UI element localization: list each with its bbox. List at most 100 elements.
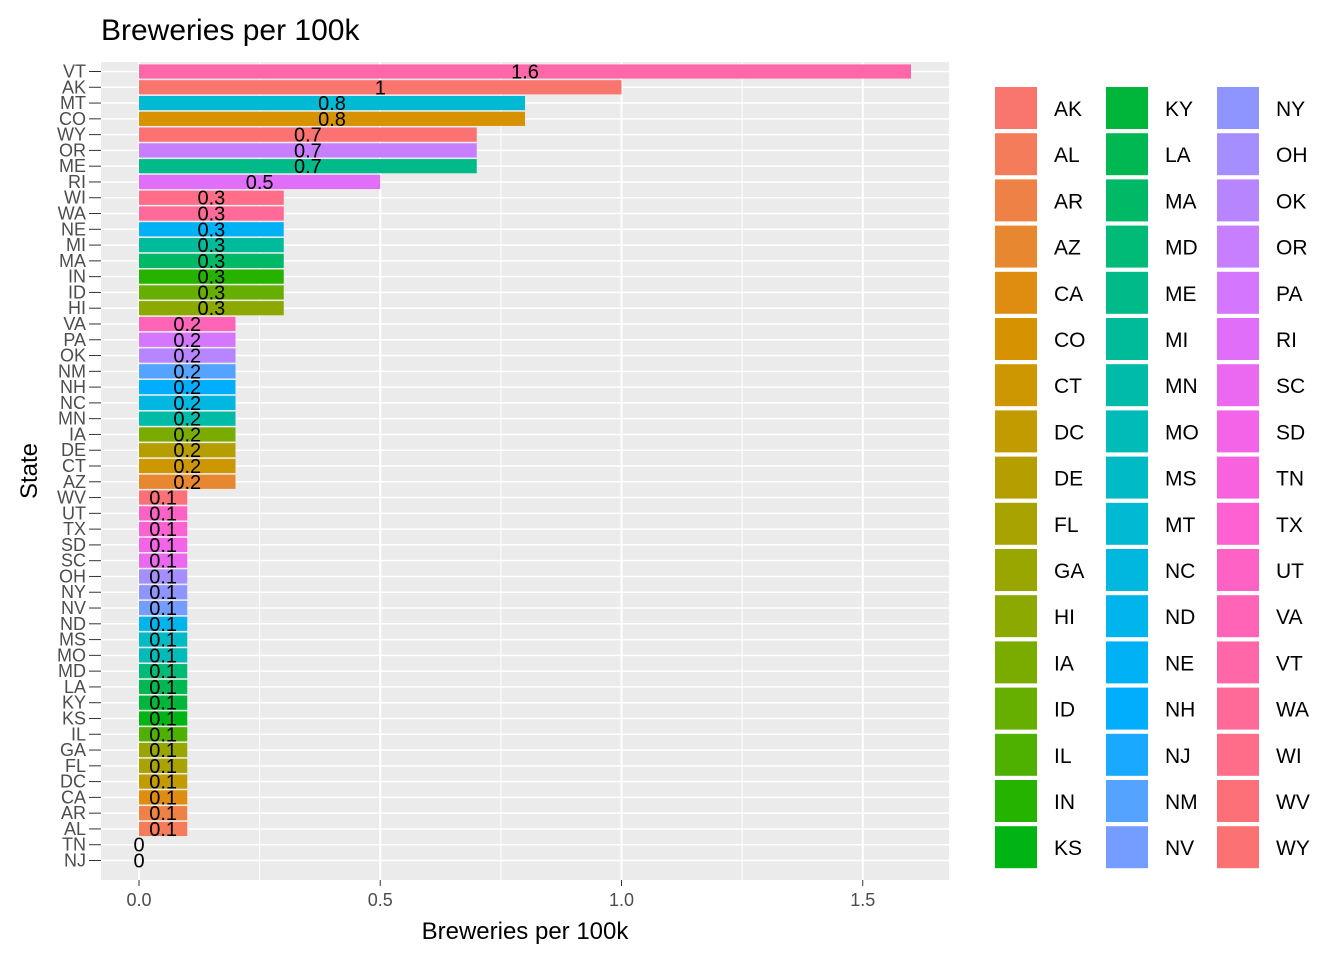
bar-nh [139, 380, 236, 395]
bar-wv [139, 490, 188, 505]
legend-label-ok: OK [1276, 190, 1306, 213]
y-tick-label-il: IL [71, 724, 86, 744]
legend-key-wa [1215, 685, 1261, 732]
legend-label-sd: SD [1276, 421, 1305, 444]
bar-ar [139, 806, 188, 821]
data-label-ak: 1 [375, 77, 386, 99]
legend-label-wy: WY [1276, 837, 1310, 860]
legend: AK AL AR AZ CA CO CT DC DE FL GA HI IA ID IL IN KS KY LA MA… [993, 85, 1310, 871]
legend-label-la: LA [1165, 144, 1191, 167]
data-label-ca: 0.1 [149, 787, 177, 809]
y-tick-label-sc: SC [61, 551, 86, 571]
legend-key-nd [1104, 593, 1150, 640]
legend-label-tn: TN [1276, 468, 1304, 491]
y-tick-label-ri: RI [68, 172, 86, 192]
bar-nm [139, 364, 236, 379]
bar-tx [139, 522, 188, 537]
y-tick-label-mo: MO [57, 645, 86, 665]
legend-key-ut [1215, 547, 1261, 593]
bar-ky [139, 695, 188, 710]
bar-pa [139, 332, 236, 347]
data-label-nm: 0.2 [173, 361, 201, 383]
data-label-ne: 0.3 [197, 219, 225, 241]
data-label-mi: 0.3 [197, 235, 225, 257]
legend-label-me: ME [1165, 283, 1197, 306]
legend-label-ca: CA [1054, 283, 1083, 306]
x-axis-ticks: 0.0 0.5 1.0 1.5 [126, 880, 875, 910]
legend-label-wv: WV [1276, 791, 1310, 814]
legend-key-de [993, 454, 1039, 501]
y-tick-label-ct: CT [62, 456, 86, 476]
bar-sc [139, 553, 188, 568]
y-tick-label-oh: OH [59, 566, 86, 586]
legend-label-de: DE [1054, 468, 1083, 491]
bar-ne [139, 222, 284, 237]
data-label-ar: 0.1 [149, 803, 177, 825]
y-tick-label-az: AZ [63, 472, 86, 492]
legend-key-ga [993, 547, 1039, 593]
legend-key-pa [1215, 269, 1261, 316]
y-tick-label-fl: FL [65, 756, 86, 776]
y-tick-label-sd: SD [61, 535, 86, 555]
legend-key-md [1104, 223, 1150, 270]
legend-label-nd: ND [1165, 606, 1195, 629]
legend-key-dc [993, 408, 1039, 455]
bar-hi [139, 301, 284, 316]
y-tick-label-nm: NM [58, 361, 86, 381]
bar-de [139, 443, 236, 458]
y-tick-label-tx: TX [63, 519, 86, 539]
legend-key-id [993, 685, 1039, 732]
y-tick-label-va: VA [63, 314, 86, 334]
legend-key-sd [1215, 408, 1261, 455]
legend-key-nh [1104, 685, 1150, 732]
data-label-ks: 0.1 [149, 708, 177, 730]
legend-label-mi: MI [1165, 329, 1188, 352]
legend-label-vt: VT [1276, 652, 1303, 675]
legend-key-ct [993, 362, 1039, 409]
legend-key-az [993, 223, 1039, 270]
y-tick-label-wa: WA [58, 204, 86, 224]
legend-key-mt [1104, 500, 1150, 547]
y-tick-label-nd: ND [60, 614, 86, 634]
y-tick-label-ca: CA [61, 787, 86, 807]
legend-key-ri [1215, 316, 1261, 362]
data-label-wa: 0.3 [197, 204, 225, 226]
legend-label-ks: KS [1054, 837, 1082, 860]
data-label-ut: 0.1 [149, 503, 177, 525]
legend-key-ak [993, 85, 1039, 131]
bar-ga [139, 742, 188, 758]
y-tick-label-nj: NJ [64, 851, 86, 871]
bar-mn [139, 411, 236, 426]
y-tick-label-de: DE [61, 440, 86, 460]
y-tick-label-md: MD [58, 661, 86, 681]
data-label-vt: 1.6 [511, 62, 539, 84]
bar-dc [139, 774, 188, 789]
y-tick-label-ia: IA [69, 424, 86, 444]
legend-key-ne [1104, 639, 1150, 686]
data-label-oh: 0.1 [149, 566, 177, 588]
y-tick-label-hi: HI [68, 298, 86, 318]
bar-il [139, 727, 188, 742]
legend-key-sc [1215, 362, 1261, 409]
legend-label-co: CO [1054, 329, 1086, 352]
legend-key-il [993, 731, 1039, 778]
legend-label-ky: KY [1165, 98, 1193, 121]
data-label-nd: 0.1 [149, 614, 177, 636]
legend-key-nc [1104, 547, 1150, 593]
legend-label-nj: NJ [1165, 745, 1191, 768]
y-tick-label-in: IN [68, 267, 86, 287]
legend-key-ma [1104, 177, 1150, 224]
legend-key-wi [1215, 731, 1261, 778]
y-tick-label-wi: WI [64, 188, 86, 208]
legend-label-ut: UT [1276, 560, 1304, 583]
data-label-dc: 0.1 [149, 772, 177, 794]
legend-label-tx: TX [1276, 514, 1303, 537]
legend-key-ar [993, 177, 1039, 224]
legend-label-pa: PA [1276, 283, 1302, 306]
data-label-ms: 0.1 [149, 630, 177, 652]
bar-ok [139, 348, 236, 363]
y-tick-label-la: LA [64, 677, 86, 697]
chart-title: Breweries per 100k [101, 14, 360, 47]
data-label-tn: 0 [133, 835, 144, 857]
